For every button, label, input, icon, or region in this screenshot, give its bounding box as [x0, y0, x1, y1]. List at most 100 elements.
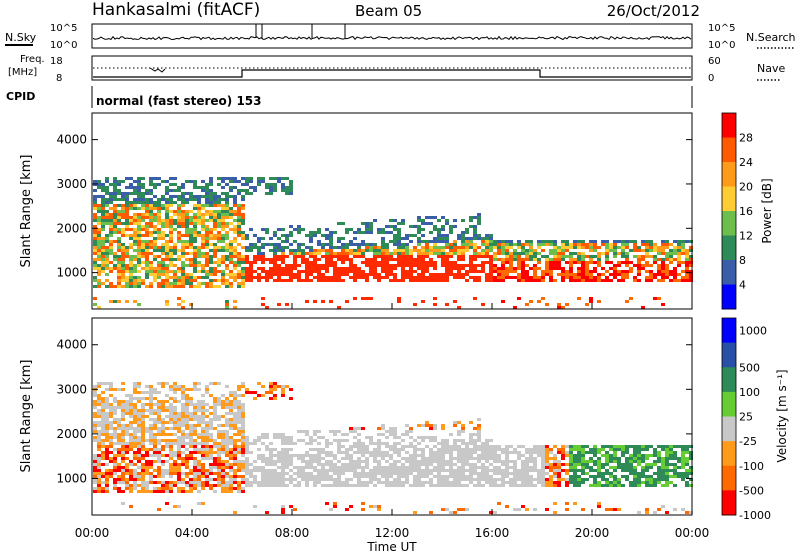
heatmap-cell	[469, 442, 473, 445]
heatmap-cell	[133, 382, 137, 385]
heatmap-cell	[173, 273, 177, 276]
heatmap-cell	[173, 409, 177, 412]
heatmap-cell	[297, 228, 301, 231]
heatmap-cell	[533, 270, 537, 273]
heatmap-cell	[213, 472, 217, 475]
heatmap-cell	[241, 418, 245, 421]
heatmap-cell	[181, 222, 185, 225]
heatmap-cell	[413, 484, 417, 487]
heatmap-cell	[145, 397, 149, 400]
heatmap-cell	[409, 454, 413, 457]
heatmap-cell	[205, 201, 209, 204]
heatmap-cell	[465, 463, 469, 466]
heatmap-cell	[157, 201, 161, 204]
heatmap-cell	[197, 469, 201, 472]
heatmap-cell	[429, 424, 433, 427]
heatmap-cell	[481, 484, 485, 487]
heatmap-cell	[345, 484, 349, 487]
heatmap-cell	[169, 276, 173, 279]
heatmap-cell	[313, 481, 317, 484]
heatmap-cell	[589, 270, 593, 273]
heatmap-cell	[193, 255, 197, 258]
heatmap-cell	[465, 246, 469, 249]
heatmap-cell	[305, 478, 309, 481]
heatmap-cell	[105, 201, 109, 204]
heatmap-cell	[285, 451, 289, 454]
heatmap-cell	[641, 469, 645, 472]
heatmap-cell	[221, 225, 225, 228]
heatmap-cell	[565, 478, 569, 481]
heatmap-cell	[201, 451, 205, 454]
heatmap-cell	[641, 243, 645, 246]
heatmap-cell	[421, 484, 425, 487]
heatmap-cell	[445, 234, 449, 237]
heatmap-cell	[193, 481, 197, 484]
heatmap-cell	[165, 204, 169, 207]
heatmap-cell	[629, 240, 633, 243]
heatmap-cell	[233, 481, 237, 484]
heatmap-cell	[641, 306, 645, 309]
heatmap-cell	[677, 273, 681, 276]
heatmap-cell	[329, 442, 333, 445]
heatmap-cell	[541, 270, 545, 273]
heatmap-cell	[485, 442, 489, 445]
heatmap-cell	[197, 382, 201, 385]
heatmap-cell	[409, 279, 413, 282]
heatmap-cell	[309, 439, 313, 442]
heatmap-cell	[133, 451, 137, 454]
heatmap-cell	[193, 225, 197, 228]
heatmap-cell	[93, 406, 97, 409]
heatmap-cell	[497, 457, 501, 460]
heatmap-cell	[369, 475, 373, 478]
heatmap-cell	[373, 273, 377, 276]
heatmap-cell	[369, 225, 373, 228]
heatmap-cell	[161, 231, 165, 234]
heatmap-cell	[489, 276, 493, 279]
heatmap-cell	[505, 246, 509, 249]
heatmap-cell	[429, 448, 433, 451]
heatmap-cell	[133, 285, 137, 288]
heatmap-cell	[257, 246, 261, 249]
heatmap-cell	[257, 454, 261, 457]
heatmap-cell	[173, 418, 177, 421]
heatmap-cell	[93, 195, 97, 198]
heatmap-cell	[497, 279, 501, 282]
heatmap-cell	[581, 270, 585, 273]
heatmap-cell	[525, 484, 529, 487]
heatmap-cell	[645, 508, 649, 511]
heatmap-cell	[613, 508, 617, 511]
heatmap-cell	[149, 385, 153, 388]
heatmap-cell	[281, 177, 285, 180]
heatmap-cell	[229, 282, 233, 285]
heatmap-cell	[93, 216, 97, 219]
heatmap-cell	[229, 409, 233, 412]
heatmap-cell	[469, 448, 473, 451]
heatmap-cell	[185, 490, 189, 493]
heatmap-cell	[229, 216, 233, 219]
heatmap-cell	[473, 478, 477, 481]
heatmap-cell	[97, 234, 101, 237]
heatmap-cell	[649, 445, 653, 448]
heatmap-cell	[261, 267, 265, 270]
heatmap-cell	[637, 279, 641, 282]
heatmap-cell	[125, 198, 129, 201]
heatmap-cell	[605, 252, 609, 255]
heatmap-cell	[161, 433, 165, 436]
heatmap-cell	[397, 442, 401, 445]
heatmap-cell	[337, 451, 341, 454]
heatmap-cell	[177, 297, 181, 300]
heatmap-cell	[309, 460, 313, 463]
heatmap-cell	[465, 273, 469, 276]
heatmap-cell	[409, 472, 413, 475]
heatmap-cell	[177, 472, 181, 475]
heatmap-cell	[265, 273, 269, 276]
heatmap-cell	[369, 454, 373, 457]
heatmap-cell	[469, 258, 473, 261]
heatmap-cell	[665, 481, 669, 484]
heatmap-cell	[621, 270, 625, 273]
heatmap-cell	[561, 252, 565, 255]
heatmap-cell	[189, 388, 193, 391]
heatmap-cell	[181, 261, 185, 264]
heatmap-cell	[281, 457, 285, 460]
heatmap-cell	[437, 463, 441, 466]
